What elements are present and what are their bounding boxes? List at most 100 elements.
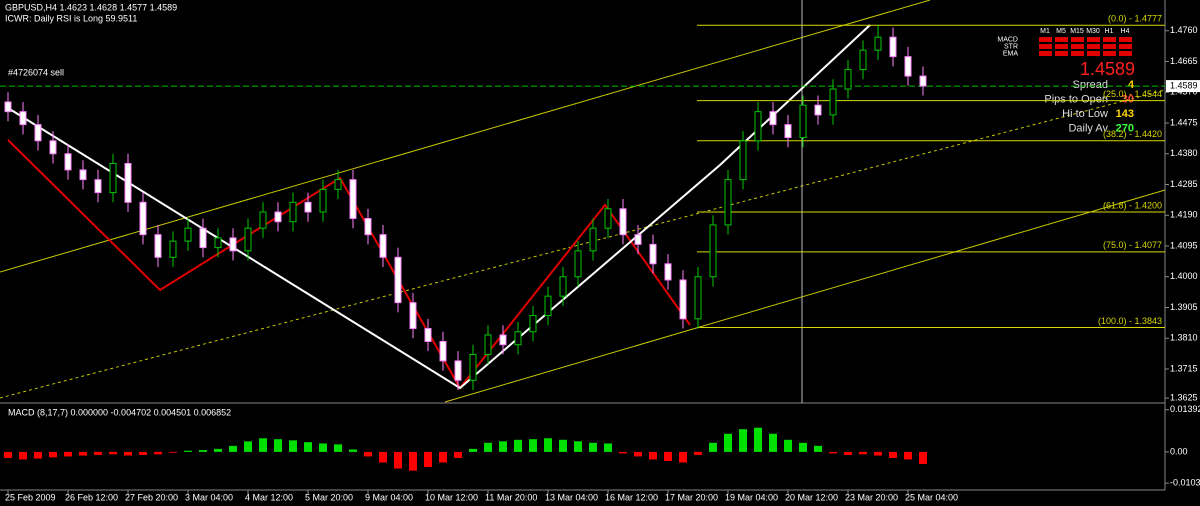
macd-bar (49, 451, 57, 458)
signal-cell (1039, 44, 1052, 49)
candle-body (499, 334, 507, 346)
channel-line (444, 189, 1166, 403)
macd-bar (4, 451, 12, 458)
timeframe-label: H1 (1105, 28, 1114, 35)
macd-bar (559, 439, 567, 452)
timeframe-label: M1 (1040, 28, 1050, 35)
y-tick-label: 1.3715 (1170, 363, 1198, 373)
candle-body (619, 208, 627, 236)
macd-bar (364, 451, 372, 457)
macd-title: MACD (8,17,7) 0.000000 -0.004702 0.00450… (8, 407, 231, 417)
candle-body (19, 111, 27, 126)
channel-line (0, 89, 1166, 399)
y-tick-label: 1.4380 (1170, 148, 1198, 158)
candle-body (814, 104, 822, 116)
candle-body (289, 201, 297, 223)
candle-body (679, 279, 687, 320)
candle-body (304, 201, 312, 213)
macd-bar (244, 441, 252, 452)
candle-body (604, 208, 612, 229)
candle-body (244, 227, 252, 252)
info-price: 1.4589 (1080, 59, 1135, 79)
macd-bar (919, 451, 927, 465)
candle-body (4, 101, 12, 113)
y-tick-label: 1.4475 (1170, 117, 1198, 127)
macd-bar (319, 443, 327, 452)
candle-body (424, 328, 432, 342)
x-tick-label: 23 Mar 20:00 (845, 492, 898, 502)
macd-bar (349, 449, 357, 452)
macd-bar (499, 441, 507, 452)
y-tick-label: 1.4285 (1170, 179, 1198, 189)
info-label: Pips to Open (1044, 93, 1108, 105)
macd-bar (439, 451, 447, 463)
macd-bar (904, 451, 912, 460)
x-tick-label: 17 Mar 20:00 (665, 492, 718, 502)
candle-body (319, 188, 327, 213)
candle-body (484, 334, 492, 355)
signal-cell (1119, 37, 1132, 42)
macd-bar (484, 442, 492, 452)
candle-body (529, 315, 537, 333)
fib-label: (61.8) - 1.4200 (1103, 200, 1162, 210)
x-tick-label: 10 Mar 12:00 (425, 492, 478, 502)
y-tick-label: 1.4000 (1170, 271, 1198, 281)
chart-subtitle: ICWR: Daily RSI is Long 59.9511 (5, 13, 137, 23)
candle-body (349, 179, 357, 219)
signal-row-label: STR (1004, 43, 1018, 50)
y-tick-label: 0.013928 (1170, 404, 1200, 414)
macd-bar (814, 445, 822, 452)
candle-body (694, 276, 702, 320)
candle-body (394, 256, 402, 304)
macd-bar (19, 451, 27, 460)
macd-bar (769, 433, 777, 452)
signal-row-label: EMA (1003, 50, 1019, 57)
info-value: 30 (1122, 93, 1134, 105)
fib-label: (100.0) - 1.3843 (1098, 316, 1162, 326)
macd-bar (469, 448, 477, 452)
candle-body (454, 360, 462, 381)
macd-bar (124, 451, 132, 456)
candle-body (589, 227, 597, 252)
candle-body (109, 162, 117, 194)
macd-bar (874, 451, 882, 456)
x-tick-label: 5 Mar 20:00 (305, 492, 353, 502)
candle-body (184, 227, 192, 242)
macd-bar (664, 451, 672, 461)
macd-bar (859, 451, 867, 455)
channel-line (0, 0, 931, 273)
signal-cell (1071, 44, 1084, 49)
candle-body (379, 234, 387, 258)
y-tick-label: 1.4665 (1170, 56, 1198, 66)
timeframe-label: M30 (1086, 28, 1100, 35)
macd-bar (574, 441, 582, 452)
candle-body (919, 75, 927, 87)
fib-label: (0.0) - 1.4777 (1108, 14, 1162, 24)
y-tick-label: 1.3625 (1170, 392, 1198, 402)
macd-bar (724, 433, 732, 452)
candle-body (829, 88, 837, 116)
signal-cell (1071, 37, 1084, 42)
y-tick-label: -0.01034 (1170, 478, 1200, 488)
candle-body (214, 237, 222, 249)
info-panel: Spread 4 Pips to Open 30 Hi to Low 143 Daily A… (1044, 79, 1134, 135)
x-tick-label: 11 Mar 20:00 (485, 492, 537, 502)
macd-bar (94, 451, 102, 455)
candle-body (664, 263, 672, 281)
signal-cell (1087, 44, 1100, 49)
candle-body (799, 104, 807, 139)
candle-body (94, 179, 102, 194)
signal-cell (1055, 37, 1068, 42)
timeframe-label: M15 (1070, 28, 1084, 35)
macd-bar (454, 451, 462, 458)
y-tick-label: 1.3810 (1170, 333, 1198, 343)
macd-bar (424, 451, 432, 468)
macd-bar (784, 439, 792, 452)
candle-body (889, 36, 897, 58)
y-tick-label: 1.4760 (1170, 25, 1198, 35)
candle-body (439, 340, 447, 362)
candle-body (724, 179, 732, 226)
macd-bar (649, 451, 657, 460)
candle-body (154, 234, 162, 258)
